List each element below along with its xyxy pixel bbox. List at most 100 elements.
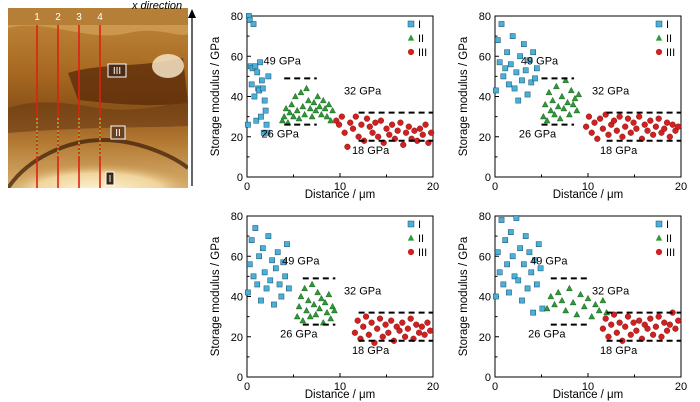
chart-line-1: 0 20 40 60 80 0 10 20 Distance / μm Storage modul…: [210, 11, 439, 201]
point-series-III: [383, 125, 390, 132]
point-series-II: [299, 317, 307, 324]
point-series-I: [519, 77, 525, 84]
point-series-I: [532, 75, 538, 82]
point-series-II: [569, 298, 577, 306]
point-series-II: [564, 98, 571, 106]
point-series-I: [272, 265, 279, 272]
point-series-I: [522, 233, 529, 239]
point-series-II: [554, 102, 562, 110]
point-series-III: [644, 325, 651, 332]
point-series-I: [263, 285, 270, 292]
point-series-II: [325, 290, 333, 298]
point-series-I: [261, 97, 268, 104]
legend-label: III: [418, 47, 427, 59]
x-axis-label: Distance / μm: [305, 389, 376, 401]
point-series-III: [407, 315, 414, 322]
legend-marker-III: [655, 48, 663, 56]
point-series-III: [613, 329, 620, 336]
y-tick-label: 40: [231, 292, 243, 304]
y-tick-label: 40: [479, 292, 491, 304]
point-series-II: [566, 284, 573, 292]
point-series-II: [290, 113, 297, 120]
point-series-III: [608, 321, 615, 328]
point-series-III: [622, 323, 629, 330]
point-series-III: [650, 131, 657, 138]
point-series-I: [496, 59, 503, 66]
point-series-II: [331, 306, 338, 314]
reference-label: 26 GPa: [280, 329, 318, 341]
point-series-II: [551, 300, 558, 308]
point-series-II: [329, 106, 336, 114]
reference-label: 26 GPa: [519, 129, 557, 141]
legend-marker-II: [407, 34, 415, 41]
afm-image-panel: 1 2 3 4 III II I: [6, 8, 190, 190]
point-series-II: [305, 296, 312, 304]
point-series-I: [286, 285, 292, 292]
y-tick-label: 60: [231, 251, 243, 263]
point-series-I: [284, 241, 290, 248]
point-series-III: [428, 129, 435, 136]
legend-label: II: [418, 233, 424, 245]
point-series-III: [405, 123, 412, 130]
point-series-III: [630, 319, 637, 326]
reference-label: 26 GPa: [528, 329, 566, 341]
point-series-III: [424, 319, 431, 326]
point-series-I: [496, 269, 503, 276]
point-series-II: [558, 92, 566, 100]
point-series-III: [666, 133, 673, 140]
reference-label: 49 GPa: [521, 55, 559, 67]
point-series-II: [306, 313, 314, 320]
legend-label: III: [666, 247, 675, 259]
point-series-I: [513, 69, 520, 76]
legend-label: I: [666, 19, 669, 31]
point-series-III: [354, 317, 361, 324]
y-tick-label: 20: [231, 132, 243, 144]
y-tick-label: 0: [237, 172, 243, 184]
point-series-III: [344, 143, 351, 150]
point-series-II: [541, 100, 549, 108]
legend-marker-I: [655, 220, 663, 228]
point-series-II: [571, 94, 579, 102]
point-series-II: [295, 115, 303, 122]
point-series-I: [526, 57, 533, 64]
x-direction-label: x direction: [132, 0, 183, 12]
x-tick-label: 0: [492, 381, 498, 393]
point-series-II: [569, 100, 577, 108]
y-tick-label: 80: [479, 11, 491, 23]
point-series-I: [535, 241, 542, 248]
point-series-III: [605, 333, 612, 340]
point-series-III: [627, 129, 634, 136]
point-series-I: [252, 63, 259, 70]
plot-frame: [246, 15, 434, 178]
point-series-II: [321, 298, 329, 306]
point-series-II: [318, 110, 325, 118]
point-series-III: [594, 135, 601, 142]
region-label-I: I: [109, 174, 112, 185]
point-series-II: [549, 96, 556, 104]
point-series-I: [267, 277, 274, 284]
point-series-I: [493, 87, 499, 94]
legend-marker-III: [407, 48, 415, 56]
point-series-II: [312, 310, 320, 318]
point-series-I: [265, 73, 272, 80]
point-series-III: [630, 119, 637, 126]
legend-marker-II: [407, 234, 415, 241]
point-series-III: [335, 121, 343, 128]
point-series-I: [498, 21, 505, 27]
point-series-III: [402, 129, 410, 136]
point-series-II: [323, 308, 331, 316]
point-series-I: [250, 273, 257, 280]
point-series-III: [351, 329, 358, 336]
point-series-III: [616, 319, 623, 326]
point-series-I: [511, 85, 518, 92]
x-axis-label: Distance / μm: [553, 189, 624, 201]
point-series-I: [515, 277, 522, 284]
point-series-III: [399, 319, 406, 326]
point-series-III: [675, 123, 682, 130]
afm-image: 1 2 3 4 III II I: [6, 8, 190, 190]
point-series-II: [293, 313, 301, 320]
point-series-III: [372, 119, 379, 126]
point-series-II: [599, 296, 607, 304]
point-series-III: [394, 127, 401, 134]
x-tick-label: 10: [582, 181, 594, 193]
